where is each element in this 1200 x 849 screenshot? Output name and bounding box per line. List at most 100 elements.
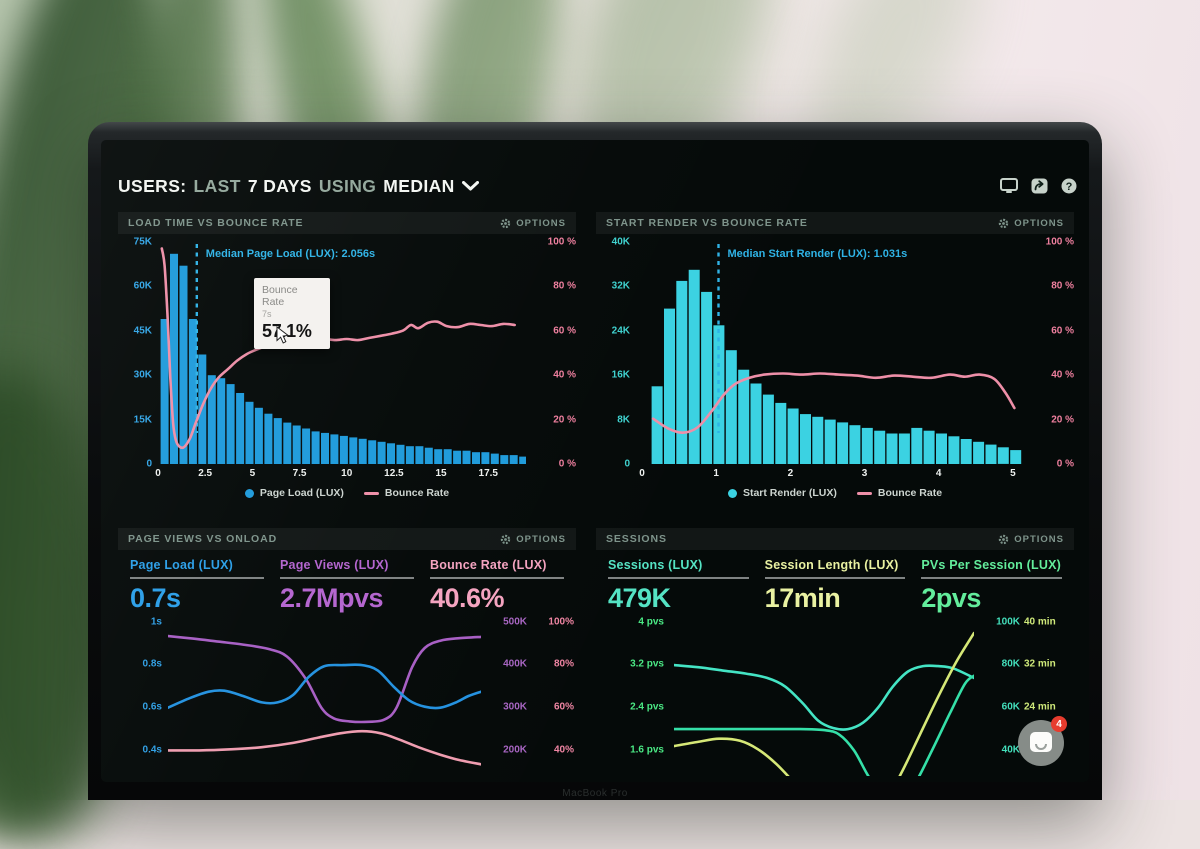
axis-label: 20 %	[530, 414, 576, 425]
panel-title: START RENDER VS BOUNCE RATE	[606, 217, 808, 229]
metric-value: 17min	[765, 583, 906, 614]
axis-label: 20 %	[1028, 414, 1074, 425]
tooltip-sub: 7s	[262, 309, 322, 319]
dashboard-screen: USERS: LAST 7 DAYS USING MEDIAN	[101, 140, 1089, 782]
axis-label: 1.6 pvs	[596, 745, 664, 756]
share-icon[interactable]	[1031, 178, 1048, 194]
legend-line-icon	[857, 492, 872, 495]
x-tick-label: 0	[639, 468, 645, 479]
gear-icon	[500, 534, 511, 545]
svg-text:?: ?	[1066, 181, 1073, 193]
metric-underline	[608, 577, 749, 579]
chat-widget-button[interactable]: 4	[1018, 720, 1064, 766]
metric-underline	[765, 577, 906, 579]
options-button[interactable]: OPTIONS	[500, 534, 566, 545]
axis-label: 60%	[532, 702, 574, 713]
axis-label: 60K	[118, 281, 152, 292]
tooltip-value: 57.1%	[262, 321, 322, 342]
metric-label: Session Length (LUX)	[765, 558, 906, 572]
axis-label: 0.6s	[118, 702, 162, 713]
x-tick-label: 5	[1010, 468, 1016, 479]
axis-label: 40 %	[1028, 370, 1074, 381]
x-tick-label: 2	[788, 468, 794, 479]
axis-label: 0	[596, 459, 630, 470]
sessions-line-plot[interactable]	[674, 616, 974, 776]
svg-text:Median Start Render (LUX): 1.0: Median Start Render (LUX): 1.031s	[728, 248, 908, 260]
axis-label: 80 %	[530, 281, 576, 292]
title-part: USERS:	[118, 176, 187, 197]
axis-label: 1s	[118, 617, 162, 628]
metric-underline	[430, 577, 564, 579]
laptop-brand-label: MacBook Pro	[88, 788, 1102, 799]
y-axis-right-pct: 100%80%60%40%	[532, 616, 574, 776]
x-tick-label: 5	[250, 468, 256, 479]
panel-page-views-vs-onload: PAGE VIEWS VS ONLOAD OPTIONS Page Load (…	[118, 528, 576, 780]
metric-value: 0.7s	[130, 583, 264, 614]
axis-label: 40 min	[1024, 617, 1074, 628]
x-tick-label: 10	[341, 468, 352, 479]
axis-label: 32K	[596, 281, 630, 292]
metric-value: 40.6%	[430, 583, 564, 614]
dashboard-title-dropdown[interactable]: USERS: LAST 7 DAYS USING MEDIAN	[118, 176, 479, 197]
x-tick-label: 4	[936, 468, 942, 479]
axis-label: 3.2 pvs	[596, 659, 664, 670]
metric-value: 479K	[608, 583, 749, 614]
title-part: 7 DAYS	[248, 176, 312, 197]
options-label: OPTIONS	[1014, 534, 1064, 545]
options-button[interactable]: OPTIONS	[998, 534, 1064, 545]
metrics-row: Sessions (LUX) 479K Session Length (LUX)…	[596, 550, 1074, 614]
y-axis-right: 100 %80 %60 %40 %20 %0 %	[530, 242, 576, 464]
axis-label: 0 %	[530, 459, 576, 470]
axis-label: 32 min	[1024, 659, 1074, 670]
panel-sessions: SESSIONS OPTIONS Sessions (LUX) 479K Ses…	[596, 528, 1074, 780]
panel-header: LOAD TIME VS BOUNCE RATE OPTIONS	[118, 212, 576, 234]
metric-value: 2pvs	[921, 583, 1062, 614]
metric-underline	[130, 577, 264, 579]
legend-dot-icon	[245, 489, 254, 498]
axis-label: 0.8s	[118, 659, 162, 670]
x-tick-label: 12.5	[384, 468, 403, 479]
x-tick-label: 7.5	[293, 468, 307, 479]
axis-label: 16K	[596, 370, 630, 381]
gear-icon	[500, 218, 511, 229]
legend-item: Start Render (LUX)	[728, 487, 837, 499]
help-icon[interactable]: ?	[1061, 178, 1077, 194]
start-render-histogram-plot[interactable]: Median Start Render (LUX): 1.031s	[642, 242, 1024, 464]
chevron-down-icon	[462, 181, 479, 191]
options-button[interactable]: OPTIONS	[500, 218, 566, 229]
legend: Page Load (LUX) Bounce Rate	[118, 487, 576, 499]
mouse-cursor-icon	[276, 326, 289, 344]
x-tick-label: 17.5	[479, 468, 498, 479]
display-icon[interactable]	[1000, 178, 1018, 194]
metrics-row: Page Load (LUX) 0.7s Page Views (LUX) 2.…	[118, 550, 576, 614]
axis-label: 40K	[976, 745, 1020, 756]
axis-label: 75K	[118, 237, 152, 248]
legend-line-icon	[364, 492, 379, 495]
metric-label: Bounce Rate (LUX)	[430, 558, 564, 572]
axis-label: 80K	[976, 659, 1020, 670]
metric-underline	[921, 577, 1062, 579]
metric-value: 2.7Mpvs	[280, 583, 414, 614]
options-button[interactable]: OPTIONS	[998, 218, 1064, 229]
axis-label: 100K	[976, 617, 1020, 628]
options-label: OPTIONS	[1014, 218, 1064, 229]
options-label: OPTIONS	[516, 534, 566, 545]
panel-header: PAGE VIEWS VS ONLOAD OPTIONS	[118, 528, 576, 550]
metric-session-length: Session Length (LUX) 17min	[765, 558, 906, 614]
laptop-bezel: USERS: LAST 7 DAYS USING MEDIAN	[88, 122, 1102, 800]
metric-label: Sessions (LUX)	[608, 558, 749, 572]
title-part: LAST	[194, 176, 241, 197]
axis-label: 0.4s	[118, 745, 162, 756]
axis-label: 24 min	[1024, 702, 1074, 713]
axis-label: 80%	[532, 659, 574, 670]
page-views-line-plot[interactable]	[168, 616, 481, 776]
axis-label: 80 %	[1028, 281, 1074, 292]
y-axis-right: 100 %80 %60 %40 %20 %0 %	[1028, 242, 1074, 464]
legend-label: Bounce Rate	[878, 487, 942, 499]
